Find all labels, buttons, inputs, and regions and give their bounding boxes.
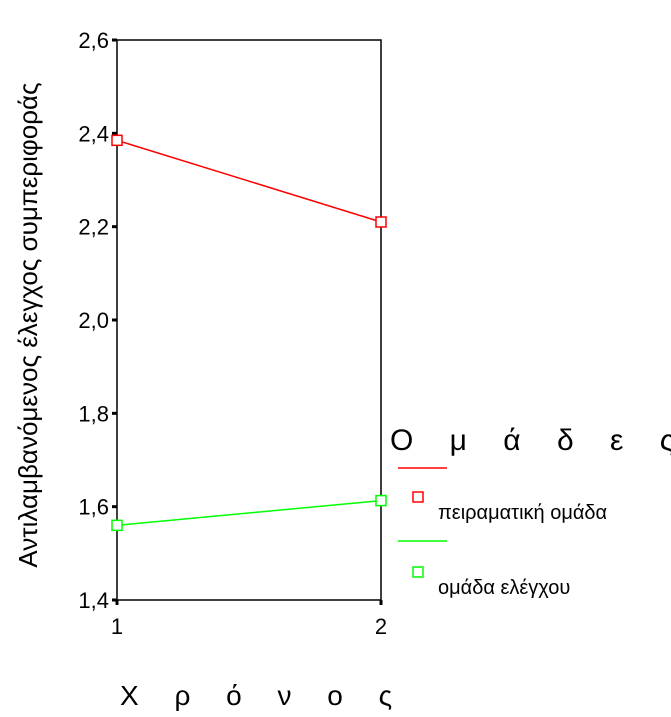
y-tick-label: 2,2 [78, 215, 109, 240]
y-tick-label: 1,8 [78, 401, 109, 426]
y-axis-label: Αντιλαμβανόμενος έλεγχος συμπεριφοράς [13, 82, 43, 567]
legend-marker-0 [412, 491, 424, 503]
series-line-0 [116, 139, 382, 223]
y-tick-label: 2,6 [78, 28, 109, 53]
y-tick-label: 1,4 [78, 588, 109, 613]
y-tick-label: 2,0 [78, 308, 109, 333]
legend-label-1: ομάδα ελέγχου [438, 577, 570, 599]
x-tick-label: 2 [375, 614, 387, 639]
plot-area [116, 39, 382, 601]
legend: Ο μ ά δ ε ς πειραματική ομάδα ομάδα ελέγχ… [390, 424, 671, 599]
y-tick-label: 1,6 [78, 495, 109, 520]
legend-title: Ο μ ά δ ε ς [390, 424, 671, 457]
series-group [111, 134, 387, 532]
series-point-0 [375, 216, 387, 228]
legend-label-0: πειραματική ομάδα [438, 502, 607, 524]
legend-marker-1 [412, 566, 424, 578]
x-tick-label: 1 [111, 614, 123, 639]
x-axis-label: Χ ρ ό ν ο ς [120, 680, 406, 711]
series-line-1 [116, 499, 382, 527]
series-point-1 [111, 519, 123, 532]
y-axis-ticks: 1,4 1,6 1,8 2,0 2,2 2,4 2,6 [78, 28, 117, 613]
series-point-0 [111, 134, 123, 147]
series-point-1 [375, 494, 387, 507]
y-tick-label: 2,4 [78, 121, 109, 146]
